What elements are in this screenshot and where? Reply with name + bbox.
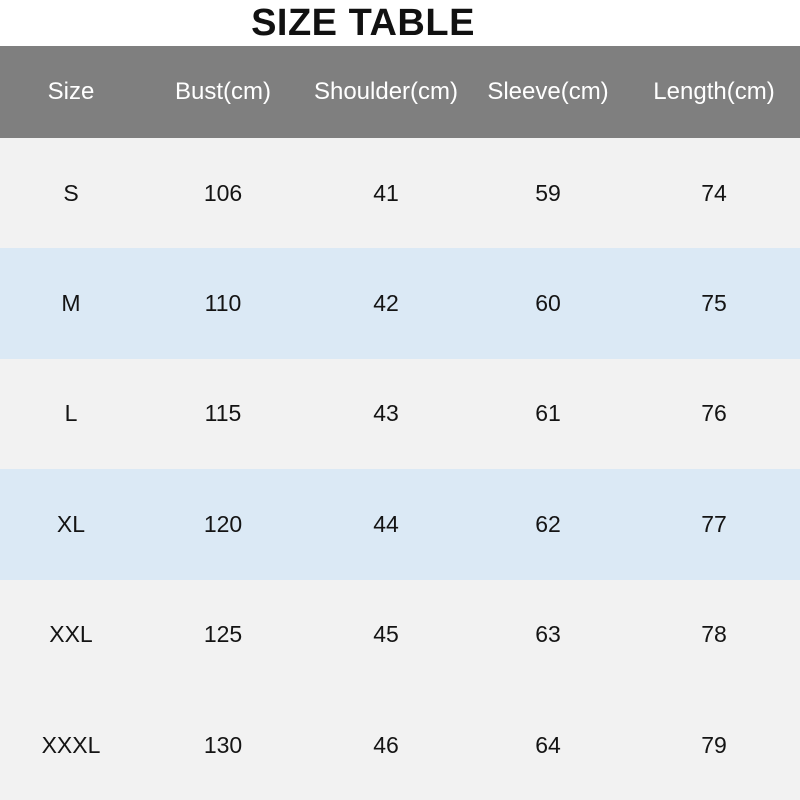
table-row-xl: XL 120 44 62 77 [0, 469, 800, 580]
size-label: S [63, 179, 79, 206]
table-row-m: M 110 42 60 75 [0, 248, 800, 359]
length-value: 75 [701, 290, 727, 317]
bust-value: 115 [204, 400, 242, 427]
table-row-xxxl: XXXL 130 46 64 79 [0, 689, 800, 800]
sleeve-value: 64 [535, 731, 561, 758]
title-band: SIZE TABLE [0, 0, 726, 46]
bust-value: 125 [203, 621, 243, 648]
page-title: SIZE TABLE [251, 2, 475, 44]
sleeve-value: 59 [535, 179, 561, 206]
sleeve-value: 62 [535, 510, 561, 537]
column-header-sleeve: Sleeve(cm) [487, 78, 609, 105]
bust-value: 130 [203, 731, 243, 758]
size-label: XL [56, 510, 86, 537]
shoulder-value: 42 [373, 290, 399, 317]
table-header-row: Size Bust(cm) Shoulder(cm) Sleeve(cm) Le… [0, 46, 800, 138]
size-label: XXL [49, 621, 93, 648]
length-value: 79 [701, 731, 727, 758]
sleeve-value: 61 [535, 400, 561, 427]
column-header-size: Size [47, 78, 95, 105]
bust-value: 106 [203, 179, 243, 206]
size-label: L [64, 400, 78, 427]
length-value: 74 [701, 179, 727, 206]
column-header-bust: Bust(cm) [175, 78, 271, 105]
size-label: XXXL [41, 731, 101, 758]
shoulder-value: 41 [373, 179, 399, 206]
sleeve-value: 60 [535, 290, 561, 317]
bust-value: 110 [204, 290, 242, 317]
shoulder-value: 44 [373, 510, 399, 537]
column-header-shoulder: Shoulder(cm) [313, 78, 459, 105]
table-row-s: S 106 41 59 74 [0, 138, 800, 249]
column-header-length: Length(cm) [653, 78, 775, 105]
bust-value: 120 [203, 510, 243, 537]
shoulder-value: 46 [373, 731, 399, 758]
shoulder-value: 43 [373, 400, 399, 427]
length-value: 76 [701, 400, 727, 427]
size-label: M [61, 290, 81, 317]
length-value: 77 [701, 510, 727, 537]
table-row-xxl: XXL 125 45 63 78 [0, 579, 800, 690]
length-value: 78 [701, 621, 727, 648]
shoulder-value: 45 [373, 621, 399, 648]
sleeve-value: 63 [535, 621, 561, 648]
size-table: Size Bust(cm) Shoulder(cm) Sleeve(cm) Le… [0, 46, 800, 800]
table-row-l: L 115 43 61 76 [0, 358, 800, 470]
